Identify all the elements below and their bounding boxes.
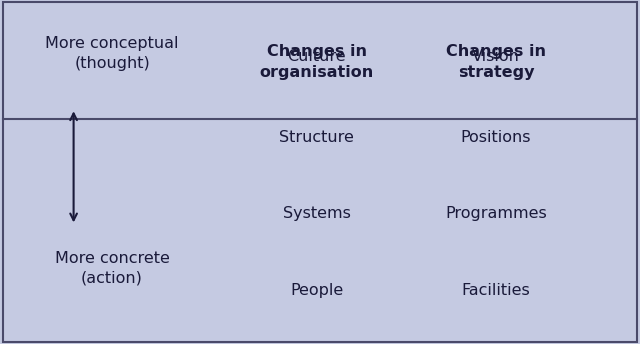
Text: Culture: Culture	[287, 49, 346, 64]
Text: Systems: Systems	[283, 206, 351, 221]
Text: More conceptual
(thought): More conceptual (thought)	[45, 36, 179, 71]
Text: Vision: Vision	[472, 49, 520, 64]
FancyBboxPatch shape	[3, 2, 637, 342]
Text: Programmes: Programmes	[445, 206, 547, 221]
Text: More concrete
(action): More concrete (action)	[54, 251, 170, 286]
Text: People: People	[290, 283, 344, 298]
Text: Structure: Structure	[280, 130, 354, 145]
Text: Facilities: Facilities	[461, 283, 531, 298]
Text: Changes in
organisation: Changes in organisation	[260, 44, 374, 80]
Text: Changes in
strategy: Changes in strategy	[446, 44, 546, 80]
Text: Positions: Positions	[461, 130, 531, 145]
